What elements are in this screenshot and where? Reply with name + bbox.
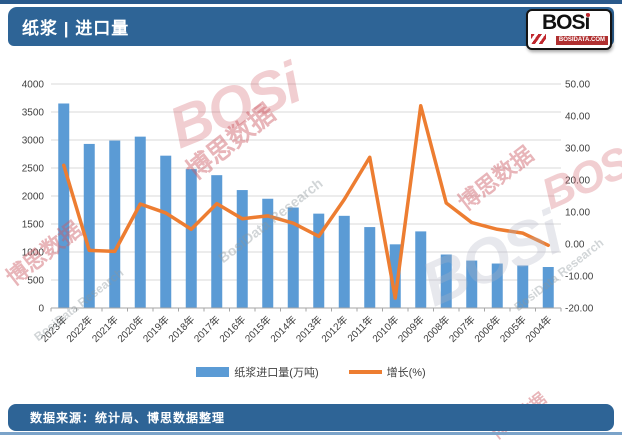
y-axis-right-label: 40.00 [565, 112, 590, 123]
x-axis-label: 2018年 [165, 313, 197, 345]
legend-line-swatch-icon [348, 370, 382, 374]
x-axis-label: 2017年 [191, 313, 223, 345]
top-edge-strip [0, 0, 622, 4]
y-axis-right-label: 30.00 [565, 144, 590, 155]
bosi-logo-stripes-icon [531, 34, 546, 44]
x-axis-label: 2009年 [395, 313, 427, 345]
x-axis-label: 2007年 [446, 313, 478, 345]
y-axis-left-label: 1500 [22, 220, 45, 231]
legend-line-label: 增长(%) [386, 367, 426, 379]
y-axis-left-label: 2000 [22, 192, 45, 203]
bosi-logo: BOSi BOSIDATA.COM [526, 9, 612, 50]
x-axis-label: 2004年 [522, 313, 554, 345]
bar-2006年 [491, 263, 503, 308]
y-axis-right-label: 10.00 [565, 208, 590, 219]
x-axis-label: 2008年 [420, 313, 452, 345]
legend-bar-label: 纸浆进口量(万吨) [234, 367, 319, 379]
bar-2021年 [109, 140, 121, 308]
x-axis-label: 2013年 [293, 313, 325, 345]
bar-2010年 [389, 244, 401, 308]
bosi-logo-letters: BOS [542, 11, 586, 34]
bar-2018年 [185, 169, 197, 308]
y-axis-right-label: 50.00 [565, 80, 590, 91]
y-axis-left-label: 2500 [22, 164, 45, 175]
x-axis-label: 2012年 [318, 313, 350, 345]
y-axis-left-label: 0 [38, 304, 44, 315]
bottom-edge-strip [0, 432, 622, 435]
bosi-logo-text: BOSi [542, 11, 591, 34]
bar-2005年 [517, 265, 529, 308]
legend-item-line: 增长(%) [348, 364, 426, 380]
bar-2016年 [236, 190, 248, 308]
bar-2015年 [262, 198, 274, 308]
data-source-text: 数据来源：统计局、博思数据整理 [30, 411, 226, 425]
footer-bar: 数据来源：统计局、博思数据整理 [8, 404, 614, 431]
chart-legend: 纸浆进口量(万吨) 增长(%) [0, 364, 622, 380]
y-axis-right-label: 20.00 [565, 176, 590, 187]
bar-2019年 [160, 155, 172, 308]
x-axis-label: 2019年 [140, 313, 172, 345]
bosi-logo-i: i [584, 11, 591, 34]
y-axis-right-label: -10.00 [565, 272, 594, 283]
y-axis-left-label: 1000 [22, 248, 45, 259]
bar-2012年 [338, 215, 350, 308]
bar-2013年 [313, 213, 325, 308]
bar-2004年 [542, 267, 554, 308]
y-axis-left-label: 3000 [22, 136, 45, 147]
legend-bar-swatch-icon [196, 367, 230, 377]
header-bar: 纸浆 | 进口量 [8, 7, 614, 46]
bar-2023年 [58, 103, 70, 308]
bar-2020年 [134, 136, 146, 308]
bar-2017年 [211, 175, 223, 308]
bar-2007年 [466, 260, 478, 308]
x-axis-label: 2005年 [497, 313, 529, 345]
y-axis-right-label: -20.00 [565, 304, 594, 315]
page-title: 纸浆 | 进口量 [22, 19, 130, 38]
x-axis-label: 2023年 [38, 313, 70, 345]
y-axis-right-label: 0.00 [565, 240, 585, 251]
bar-2009年 [415, 231, 427, 308]
x-axis-label: 2010年 [369, 313, 401, 345]
y-axis-left-label: 3500 [22, 108, 45, 119]
bar-2008年 [440, 254, 452, 308]
y-axis-left-label: 4000 [22, 80, 45, 91]
x-axis-label: 2011年 [344, 313, 375, 344]
x-axis-label: 2014年 [267, 313, 299, 345]
bar-2014年 [287, 207, 299, 308]
x-axis-label: 2020年 [114, 313, 146, 345]
x-axis-label: 2016年 [216, 313, 248, 345]
growth-line [62, 104, 550, 300]
x-axis-label: 2022年 [63, 313, 95, 345]
legend-item-bars: 纸浆进口量(万吨) [196, 364, 319, 380]
x-axis-label: 2006年 [471, 313, 503, 345]
bosi-logo-domain: BOSIDATA.COM [555, 36, 608, 45]
bar-2011年 [364, 227, 376, 308]
y-axis-left-label: 500 [27, 276, 44, 287]
x-axis-label: 2015年 [242, 313, 274, 345]
chart-canvas: 0 500 1000 1500 2000 2500 3000 3500 4000 -20.00 -1… [22, 80, 594, 345]
bar-2022年 [83, 143, 95, 308]
x-axis-label: 2021年 [89, 313, 121, 345]
